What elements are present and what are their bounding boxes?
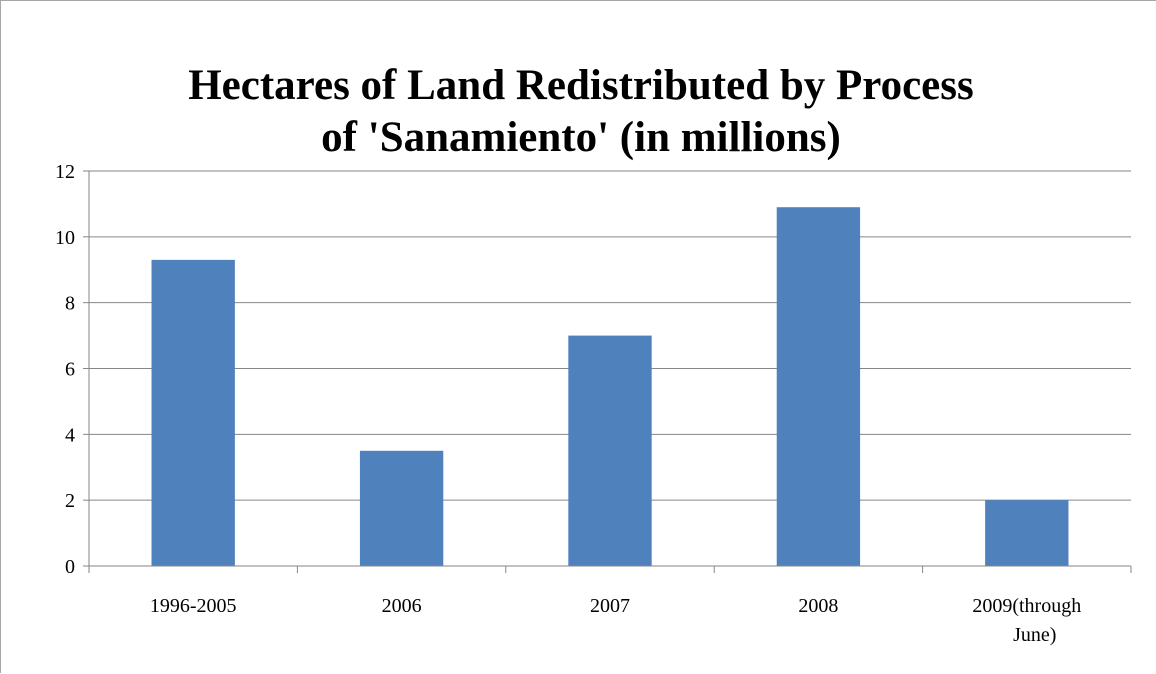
x-tick-label: 2009(through <box>972 595 1081 617</box>
y-tick-label: 6 <box>65 359 75 381</box>
y-tick-label: 0 <box>65 556 75 578</box>
x-tick-label: 2008 <box>798 595 838 617</box>
x-tick-labels: 1996-2005 2006 2007 2008 2009(through June) <box>150 595 1081 646</box>
y-tick-labels: 0 2 4 6 8 10 12 <box>55 161 75 578</box>
y-tick-label: 4 <box>65 424 75 446</box>
x-tick-label: June) <box>1013 624 1056 646</box>
bar <box>359 450 444 566</box>
y-tick-label: 12 <box>55 161 75 183</box>
x-tick-label: 1996-2005 <box>150 595 237 617</box>
bar <box>151 259 235 566</box>
bar <box>985 500 1069 566</box>
bar <box>776 207 861 567</box>
x-tick-label: 2006 <box>382 595 422 617</box>
y-tick-label: 2 <box>65 490 75 512</box>
y-tick-label: 10 <box>55 227 75 249</box>
bar <box>568 335 652 566</box>
chart-title-line-1: Hectares of Land Redistributed by Proces… <box>188 62 974 109</box>
y-tick-label: 8 <box>65 293 75 315</box>
chart-title-line-2: of 'Sanamiento' (in millions) <box>321 114 841 161</box>
x-tick-label: 2007 <box>590 595 630 617</box>
bars <box>151 207 1069 567</box>
axes <box>83 170 1132 573</box>
